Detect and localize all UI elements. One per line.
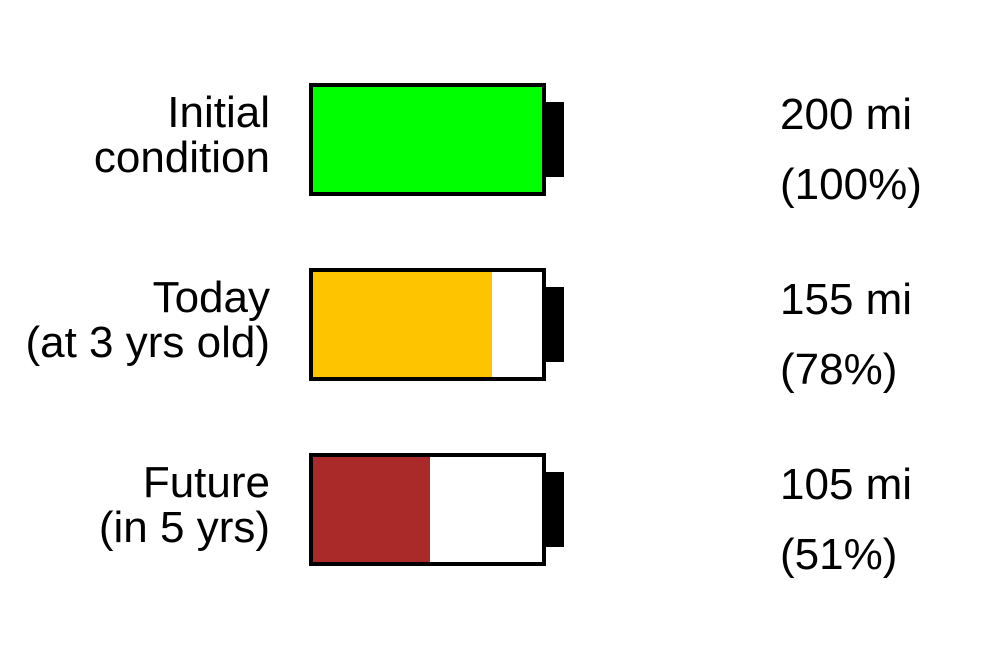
row-label-line2: condition xyxy=(93,133,270,182)
range-miles: 105 mi xyxy=(780,460,913,509)
row-label-line2: (at 3 yrs old) xyxy=(25,318,270,367)
battery-icon xyxy=(309,83,546,196)
battery-icon xyxy=(309,268,546,381)
range-value: 155 mi (78%) xyxy=(780,265,912,405)
battery-icon xyxy=(309,453,546,566)
row-label-line1: Initial xyxy=(167,88,270,137)
battery-charge-fill xyxy=(313,87,542,192)
row-label-line1: Today xyxy=(152,273,270,322)
range-miles: 155 mi xyxy=(780,275,913,324)
range-value: 200 mi (100%) xyxy=(780,80,922,220)
row-label: Initial condition xyxy=(94,90,270,180)
battery-terminal xyxy=(546,287,564,362)
battery-row-future: Future (in 5 yrs) 105 mi (51%) xyxy=(0,440,1000,580)
battery-charge-fill xyxy=(313,457,430,562)
range-percent: (51%) xyxy=(780,530,898,579)
range-miles: 200 mi xyxy=(780,90,913,139)
row-label-line2: (in 5 yrs) xyxy=(98,503,270,552)
range-percent: (100%) xyxy=(780,160,922,209)
range-percent: (78%) xyxy=(780,345,898,394)
battery-row-initial: Initial condition 200 mi (100%) xyxy=(0,70,1000,210)
battery-charge-fill xyxy=(313,272,492,377)
range-value: 105 mi (51%) xyxy=(780,450,912,590)
row-label-line1: Future xyxy=(142,458,270,507)
row-label: Future (in 5 yrs) xyxy=(99,460,270,550)
battery-terminal xyxy=(546,472,564,547)
battery-terminal xyxy=(546,102,564,177)
battery-row-today: Today (at 3 yrs old) 155 mi (78%) xyxy=(0,255,1000,395)
row-label: Today (at 3 yrs old) xyxy=(25,275,270,365)
